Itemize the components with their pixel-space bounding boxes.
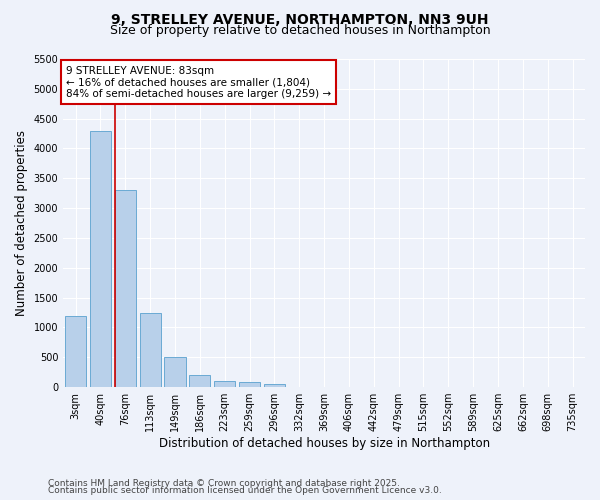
Bar	[214, 381, 235, 387]
Bar	[239, 382, 260, 387]
Text: Contains HM Land Registry data © Crown copyright and database right 2025.: Contains HM Land Registry data © Crown c…	[48, 478, 400, 488]
Bar	[140, 312, 161, 387]
Bar	[115, 190, 136, 387]
Text: 9 STRELLEY AVENUE: 83sqm
← 16% of detached houses are smaller (1,804)
84% of sem: 9 STRELLEY AVENUE: 83sqm ← 16% of detach…	[66, 66, 331, 99]
Text: Size of property relative to detached houses in Northampton: Size of property relative to detached ho…	[110, 24, 490, 37]
Bar	[189, 375, 211, 387]
Text: Contains public sector information licensed under the Open Government Licence v3: Contains public sector information licen…	[48, 486, 442, 495]
Bar	[264, 384, 285, 387]
Bar	[164, 358, 185, 387]
Bar	[90, 130, 111, 387]
Y-axis label: Number of detached properties: Number of detached properties	[15, 130, 28, 316]
Bar	[65, 316, 86, 387]
Text: 9, STRELLEY AVENUE, NORTHAMPTON, NN3 9UH: 9, STRELLEY AVENUE, NORTHAMPTON, NN3 9UH	[111, 12, 489, 26]
X-axis label: Distribution of detached houses by size in Northampton: Distribution of detached houses by size …	[158, 437, 490, 450]
